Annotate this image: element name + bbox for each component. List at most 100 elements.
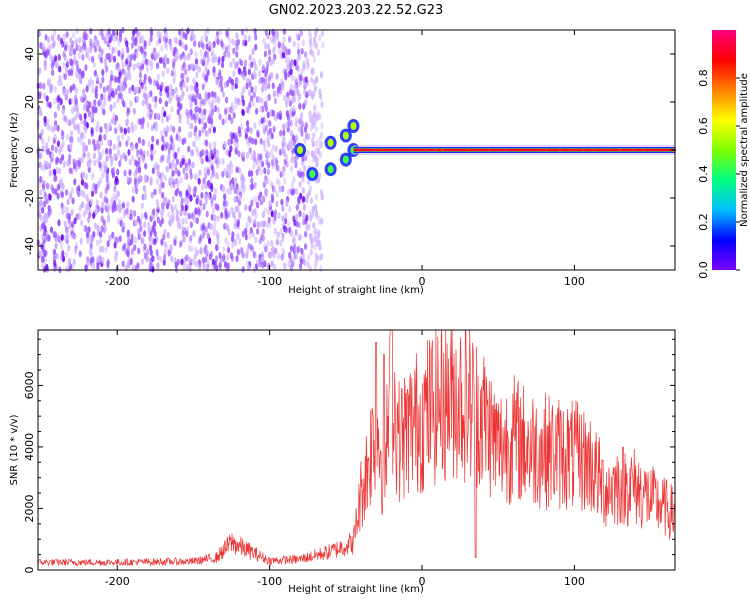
spectrogram-cell (87, 79, 91, 87)
spectrogram-cell (253, 218, 257, 226)
spectrogram-cell (200, 58, 204, 65)
spectrogram-cell (224, 209, 228, 217)
spectrogram-cell (78, 204, 82, 212)
spectrogram-cell (199, 49, 203, 57)
spectrogram-cell (57, 167, 62, 175)
spectrogram-cell (315, 75, 319, 83)
spectrogram-cell (268, 200, 272, 208)
spectrogram-cell (210, 196, 214, 204)
spectrogram-cell (141, 139, 145, 146)
spectrogram-cell (156, 170, 160, 178)
spectrogram-cell (271, 82, 275, 90)
spectrogram-cell (204, 130, 208, 138)
snr-y-axis-label: SNR (10 * v/v) (9, 414, 20, 485)
spectrogram-cell (113, 241, 117, 249)
spectrogram-cell (121, 97, 125, 105)
spectrogram-cell (62, 33, 66, 41)
spectrogram-cell (73, 217, 77, 225)
spectrogram-cell (220, 40, 224, 48)
spectrogram-cell (210, 185, 214, 193)
carrier-cell (628, 148, 633, 152)
spectrogram-cell (288, 100, 292, 107)
spectrogram-cell (298, 171, 302, 179)
spectrogram-cell (97, 143, 101, 151)
spectrogram-cell (187, 158, 191, 166)
spectrogram-cell (237, 150, 241, 158)
spectrogram-cell (162, 57, 166, 65)
spectrogram-cell (285, 110, 289, 117)
spectrogram-cell (206, 129, 210, 137)
spectrogram-cell (255, 158, 259, 166)
spectrogram-cell (66, 58, 70, 66)
spectrogram-cell (261, 82, 266, 89)
spectrogram-cell (296, 89, 300, 97)
spectrogram-cell (112, 143, 116, 151)
spectrogram-cell (211, 49, 215, 57)
spectrogram-cell (50, 151, 54, 159)
spectrogram-cell (82, 191, 86, 199)
spectrogram-cell (81, 190, 85, 198)
carrier-cell (578, 148, 583, 152)
spectrogram-cell (41, 144, 45, 152)
spectrogram-cell (246, 151, 250, 159)
spectrogram-cell (260, 195, 264, 203)
spectrogram-cell (262, 139, 266, 147)
spectrogram-cell (74, 97, 78, 105)
spectrogram-cell (309, 197, 313, 205)
spectrogram-cell (192, 34, 196, 41)
carrier-cell (480, 148, 485, 152)
spectrogram-cell (60, 243, 64, 251)
spectrogram-cell (192, 77, 196, 85)
spectrogram-cell (248, 63, 252, 70)
spectrogram-cell (309, 47, 313, 54)
spectrogram-cell (117, 77, 121, 85)
spectrogram-cell (248, 54, 252, 61)
spectrogram-cell (112, 101, 117, 109)
spectrogram-cell (53, 111, 58, 119)
spectrogram-cell (69, 144, 73, 151)
spectrogram-cell (161, 135, 165, 143)
spectrogram-cell (310, 150, 315, 158)
spectrogram-cell (181, 72, 185, 80)
spectrogram-cell (205, 155, 209, 162)
y-tick-label: -20 (23, 189, 36, 207)
spectrogram-cell (158, 31, 162, 39)
spectrogram-cell (154, 51, 158, 59)
spectrogram-cell (264, 245, 268, 253)
carrier-cell (517, 148, 522, 152)
spectrogram-cell (287, 95, 291, 102)
carrier-cell (464, 148, 469, 152)
spectrogram-cell (168, 113, 172, 121)
spectrogram-cell (267, 75, 271, 83)
spectrogram-cell (307, 254, 311, 261)
spectrogram-cell (291, 237, 296, 245)
spectrogram-cell (262, 220, 266, 228)
spectrogram-cell (37, 161, 42, 169)
spectrogram-cell (217, 157, 221, 165)
spectrogram-cell (172, 90, 176, 98)
carrier-cell (393, 148, 398, 152)
spectrogram-cell (211, 159, 215, 167)
spectrogram-cell (242, 39, 246, 47)
spectrogram-cell (207, 97, 211, 105)
spectrogram-cell (106, 85, 110, 93)
spectrogram-cell (273, 264, 277, 271)
spectrogram-cell (240, 172, 244, 180)
spectrogram-cell (236, 78, 240, 86)
spectrogram-cell (186, 27, 190, 34)
spectrogram-cell (64, 44, 68, 52)
carrier-cell (521, 148, 526, 152)
spectrogram-cell (116, 143, 120, 150)
spectrogram-cell (142, 150, 146, 158)
spectrogram-cell (252, 162, 256, 170)
carrier-cell (490, 148, 495, 152)
spectrogram-cell (122, 84, 126, 92)
spectrogram-cell (270, 193, 274, 201)
spectrogram-cell (139, 35, 144, 43)
spectrogram-cell (265, 95, 269, 103)
spectrogram-cell (225, 46, 229, 53)
spectrogram-cell (321, 41, 325, 49)
spectrogram-cell (120, 81, 124, 89)
spectrogram-cell (187, 131, 191, 139)
spectrogram-cell (313, 104, 317, 112)
